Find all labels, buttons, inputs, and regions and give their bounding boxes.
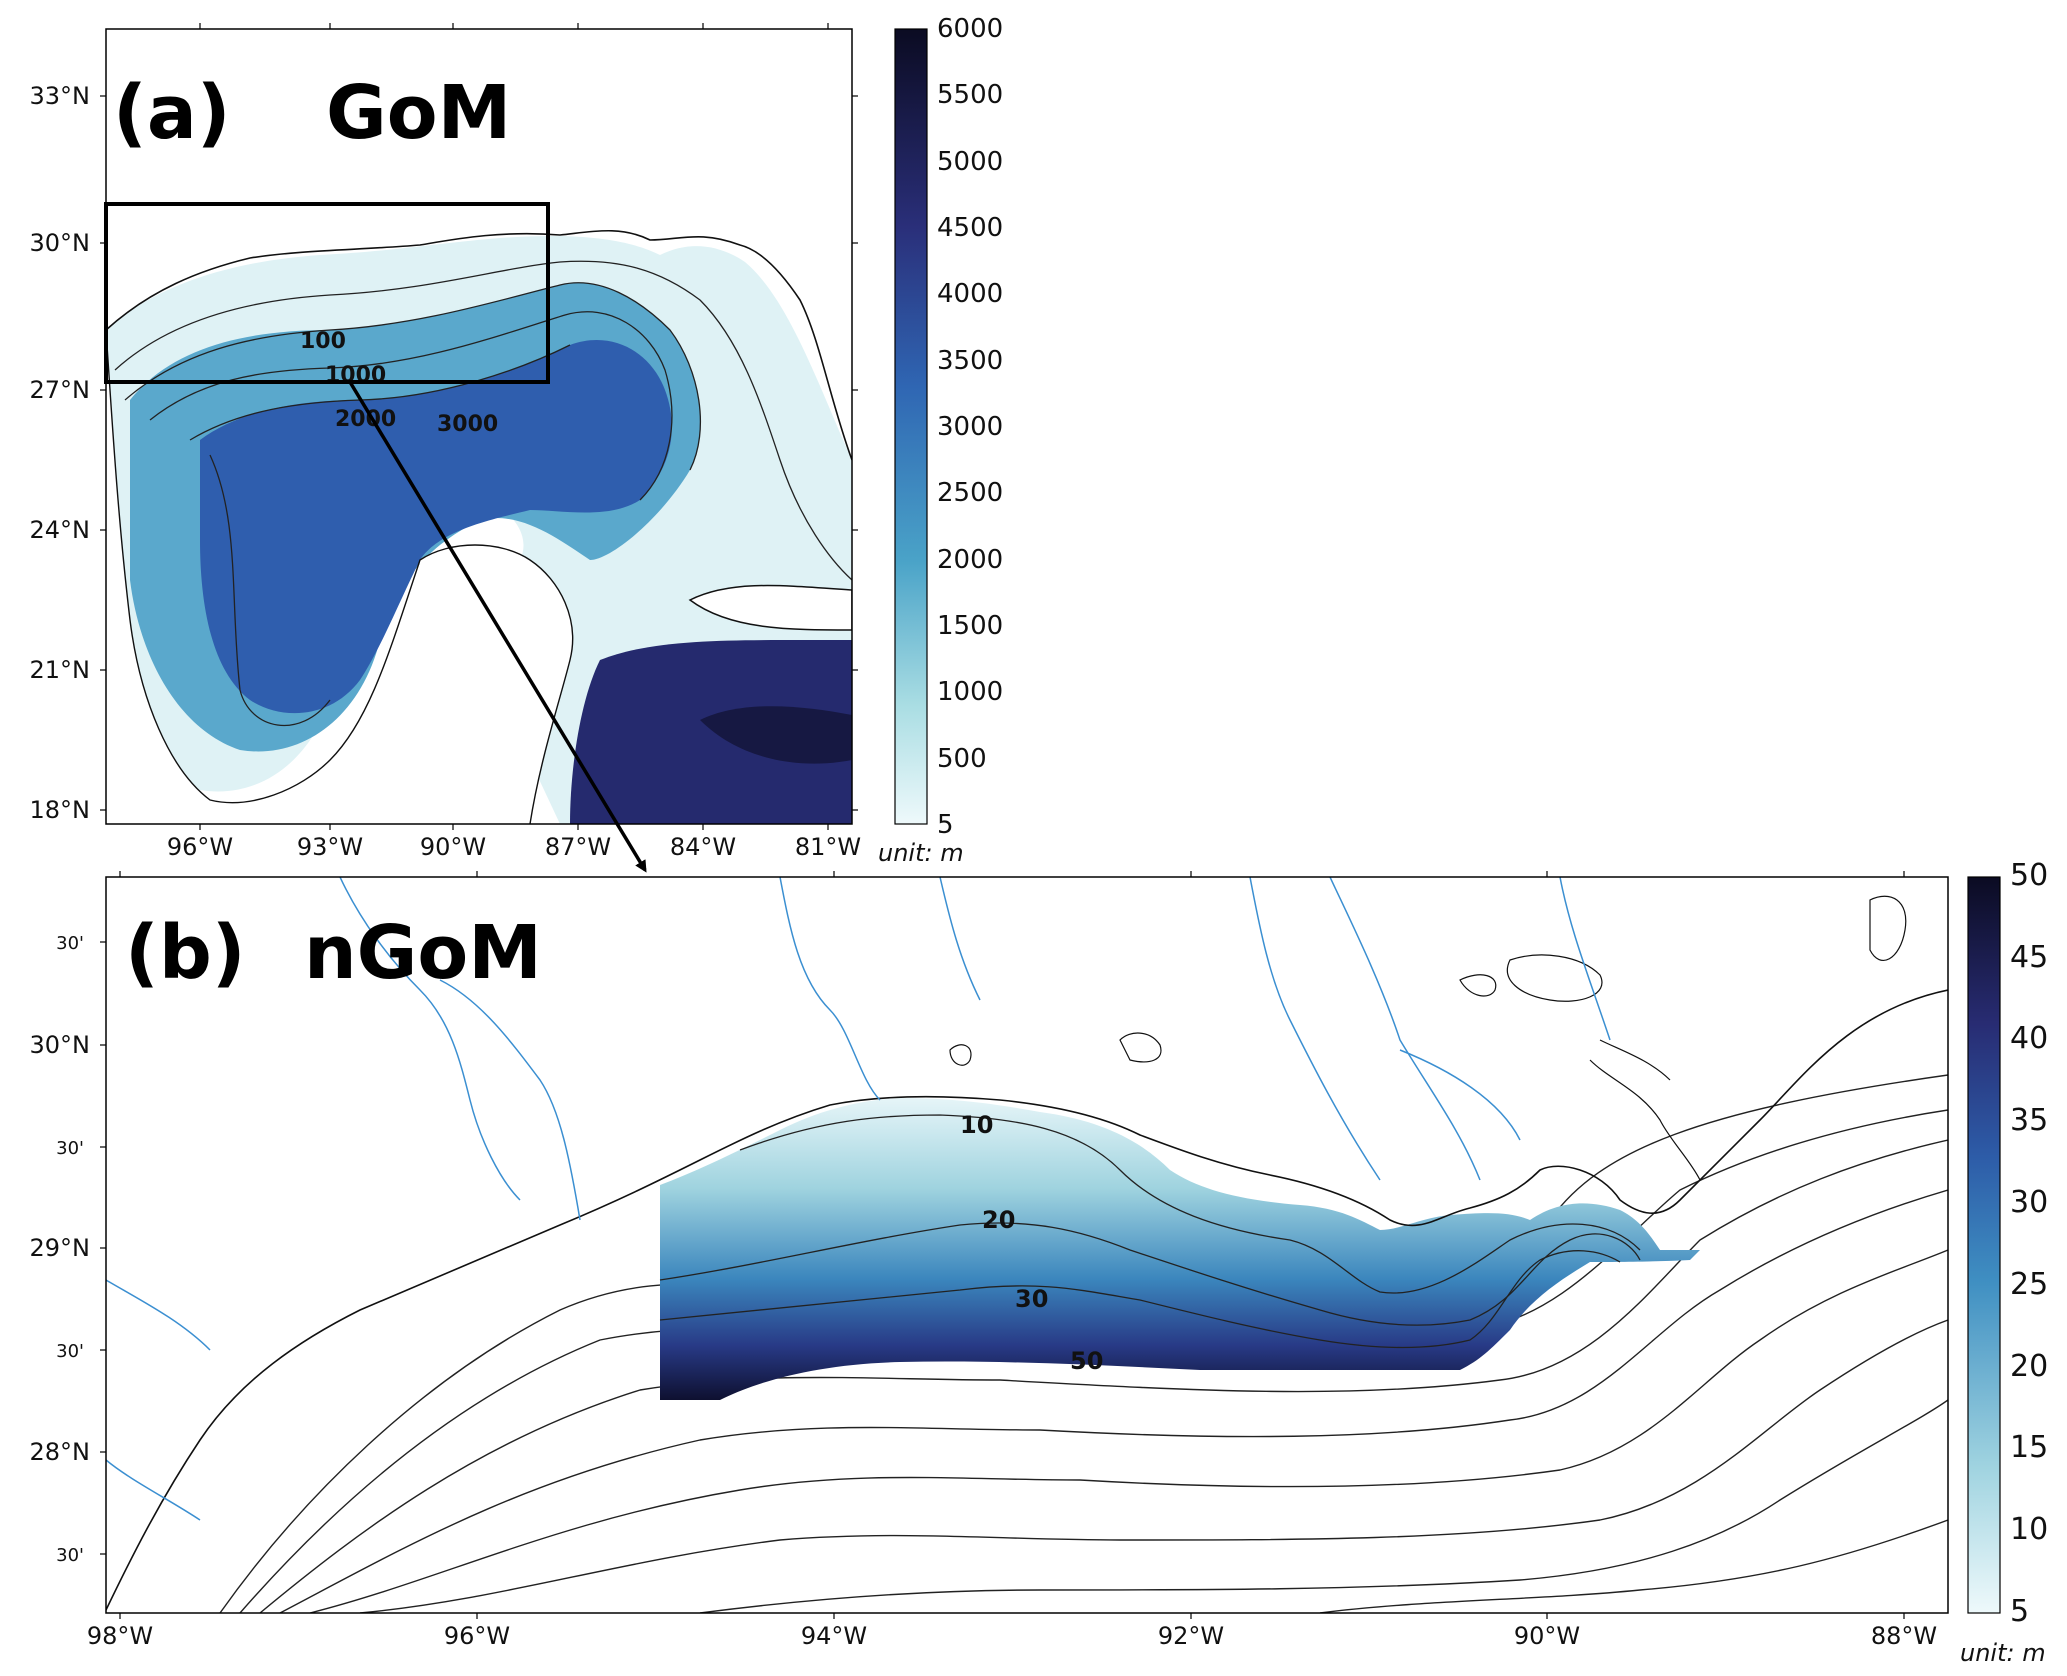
gom-north-land — [106, 29, 852, 460]
cbar-b-tick-35: 35 — [2010, 1103, 2048, 1138]
cbar-b-tick-15: 15 — [2010, 1430, 2048, 1465]
lon-label-92w: 92°W — [1158, 1622, 1224, 1650]
panel-b-title: nGoM — [304, 910, 542, 996]
cbar-b-tick-5: 5 — [2010, 1594, 2029, 1629]
yucatan-land — [400, 545, 573, 824]
lat-label-18n: 18°N — [30, 796, 91, 824]
cuba-land — [688, 584, 852, 631]
panel-a-colorbar-bar — [894, 28, 928, 825]
cbar-a-tick-6000: 6000 — [937, 14, 1003, 44]
contour-label-100: 100 — [300, 329, 346, 354]
cbar-a-tick-5500: 5500 — [937, 80, 1003, 110]
contour-label-30: 30 — [1015, 1285, 1048, 1313]
ngom-marsh — [949, 895, 1907, 1181]
panel-b-frame — [105, 876, 1949, 1614]
panel-a-letter: (a) — [113, 70, 231, 156]
cbar-a-tick-5000: 5000 — [937, 147, 1003, 177]
lat-label-28-5n: 30' — [56, 1341, 84, 1362]
lat-label-28n: 28°N — [30, 1438, 91, 1466]
lat-label-30n-b: 30°N — [30, 1031, 91, 1059]
cbar-a-tick-5: 5 — [937, 810, 954, 840]
lat-label-29n: 29°N — [30, 1234, 91, 1262]
gom-coastline — [106, 229, 852, 461]
panel-b-colorbar: 50 45 40 35 30 25 20 15 10 5 unit: m — [1960, 858, 2048, 1667]
panel-a-colorbar-labels: 6000 5500 5000 4500 4000 3500 3000 2500 … — [937, 14, 1003, 840]
panel-b-lat-labels: 30' 30°N 30' 29°N 30' 28°N 30' — [30, 933, 91, 1566]
ngom-inset-box — [104, 202, 550, 384]
lon-label-90w: 90°W — [420, 833, 486, 861]
ngom-coastline — [106, 989, 1948, 1611]
lat-label-33n: 33°N — [30, 82, 91, 110]
cbar-a-tick-3500: 3500 — [937, 346, 1003, 376]
caribbean-deep — [570, 640, 852, 824]
contour-label-50: 50 — [1070, 1347, 1103, 1375]
lat-label-21n: 21°N — [30, 656, 91, 684]
lon-label-81w: 81°W — [795, 833, 861, 861]
panel-a-frame — [105, 28, 853, 825]
panel-a-lat-ticks — [100, 95, 858, 811]
cbar-a-tick-2000: 2000 — [937, 545, 1003, 575]
lon-label-93w: 93°W — [297, 833, 363, 861]
cbar-a-tick-2500: 2500 — [937, 478, 1003, 508]
panel-a: 100 1000 2000 3000 (a) GoM 18 — [30, 14, 1004, 867]
ngom-contour-labels: 10 20 30 50 — [960, 1111, 1103, 1375]
panel-a-lon-labels: 96°W 93°W 90°W 87°W 84°W 81°W — [167, 833, 861, 861]
panel-a-lon-ticks — [199, 23, 829, 830]
panel-b-map: 10 20 30 50 — [106, 877, 1948, 1613]
cbar-a-tick-1000: 1000 — [937, 677, 1003, 707]
lat-label-24n: 24°N — [30, 516, 91, 544]
panel-a-lat-labels: 18°N 21°N 24°N 27°N 30°N 33°N — [30, 82, 91, 824]
panel-b-colorbar-bar — [1967, 876, 2001, 1614]
cbar-b-tick-30: 30 — [2010, 1185, 2048, 1220]
cbar-b-tick-10: 10 — [2010, 1512, 2048, 1547]
cbar-a-tick-3000: 3000 — [937, 412, 1003, 442]
lon-label-87w: 87°W — [545, 833, 611, 861]
cbar-b-tick-40: 40 — [2010, 1021, 2048, 1056]
lon-label-90w-b: 90°W — [1514, 1622, 1580, 1650]
lat-label-30n: 30°N — [30, 229, 91, 257]
cbar-b-tick-45: 45 — [2010, 940, 2048, 975]
lon-label-96w-b: 96°W — [444, 1622, 510, 1650]
lon-label-94w: 94°W — [801, 1622, 867, 1650]
panel-b-colorbar-labels: 50 45 40 35 30 25 20 15 10 5 — [2010, 858, 2048, 1629]
panel-b-lat-ticks — [100, 941, 106, 1555]
ngom-rivers — [106, 877, 1611, 1521]
cbar-a-tick-1500: 1500 — [937, 611, 1003, 641]
ngom-shelf-contours — [659, 1114, 1641, 1349]
lon-label-98w: 98°W — [87, 1622, 153, 1650]
panel-a-unit-label: unit: m — [878, 839, 964, 867]
cbar-b-tick-50: 50 — [2010, 858, 2048, 893]
contour-label-3000: 3000 — [437, 412, 498, 437]
lat-label-29-5n: 30' — [56, 1138, 84, 1159]
panel-a-colorbar: 6000 5500 5000 4500 4000 3500 3000 2500 … — [878, 14, 1003, 867]
panel-b-lon-ticks — [119, 871, 1905, 1619]
panel-b-letter: (b) — [125, 910, 246, 996]
lon-label-88w: 88°W — [1871, 1622, 1937, 1650]
lon-label-96w: 96°W — [167, 833, 233, 861]
contour-label-1000: 1000 — [325, 363, 386, 388]
panel-b-unit-label: unit: m — [1960, 1639, 2046, 1667]
panel-b: 10 20 30 50 — [30, 858, 2049, 1667]
ngom-offshore-contours — [219, 1074, 1948, 1613]
cbar-a-tick-4000: 4000 — [937, 279, 1003, 309]
inset-arrow — [348, 381, 647, 873]
lat-label-27n: 27°N — [30, 376, 91, 404]
lat-label-27-5n: 30' — [56, 1545, 84, 1566]
lat-label-30-5n: 30' — [56, 933, 84, 954]
cbar-a-tick-500: 500 — [937, 744, 987, 774]
panel-a-title: GoM — [326, 70, 511, 156]
lon-label-84w: 84°W — [670, 833, 736, 861]
contour-label-10: 10 — [960, 1111, 993, 1139]
cbar-b-tick-25: 25 — [2010, 1267, 2048, 1302]
cbar-a-tick-4500: 4500 — [937, 213, 1003, 243]
cbar-b-tick-20: 20 — [2010, 1349, 2048, 1384]
contour-label-20: 20 — [982, 1206, 1015, 1234]
panel-b-lon-labels: 98°W 96°W 94°W 92°W 90°W 88°W — [87, 1622, 1937, 1650]
panel-a-map: 100 1000 2000 3000 — [106, 29, 852, 824]
